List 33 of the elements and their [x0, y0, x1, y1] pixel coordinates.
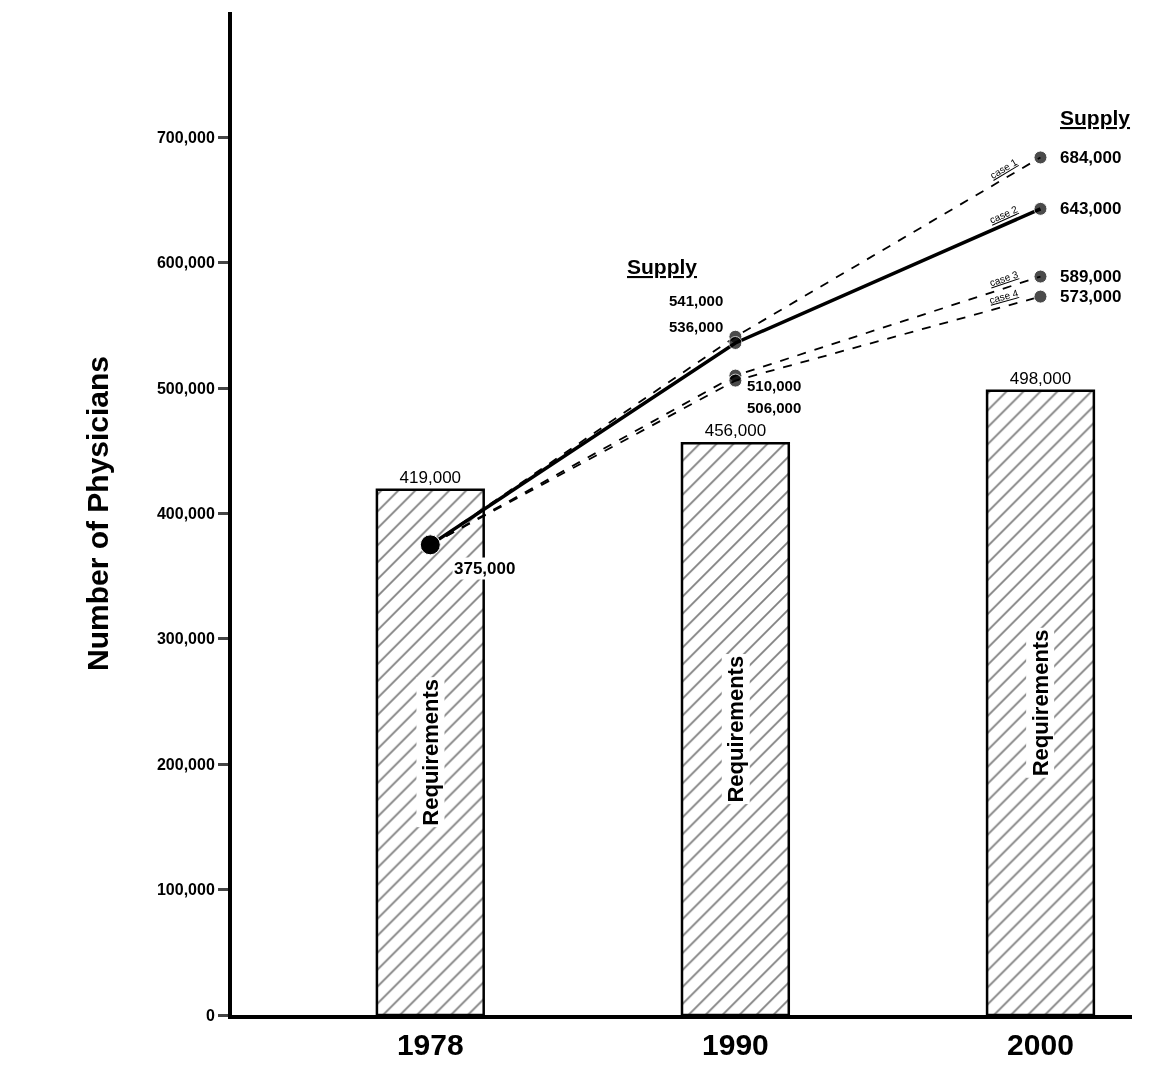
- text: case 4: [988, 287, 1020, 306]
- x-tick-label: 1990: [702, 1028, 769, 1061]
- annotation: Supply: [1060, 106, 1131, 129]
- data-label: 456,000: [704, 421, 767, 441]
- data-label: 684,000: [1060, 148, 1122, 167]
- x-tick-label: 1978: [396, 1028, 464, 1061]
- series-label: Requirements: [723, 655, 749, 803]
- annotation: Supply: [627, 255, 698, 278]
- y-tick-label: 300,000: [156, 630, 215, 648]
- data-label: 498,000: [1009, 368, 1072, 388]
- data-label: 375,000: [454, 559, 516, 578]
- text: Requirements: [1027, 629, 1053, 777]
- y-tick-label: 600,000: [156, 254, 215, 272]
- data-label: 506,000: [747, 399, 802, 416]
- y-tick-label: 0: [205, 1006, 215, 1024]
- text: case 1: [988, 156, 1020, 181]
- y-tick-label: 100,000: [156, 881, 215, 899]
- data-label: 573,000: [1060, 287, 1122, 306]
- data-label: 419,000: [399, 467, 462, 487]
- y-tick-label: 400,000: [156, 505, 215, 523]
- y-tick-label: 200,000: [156, 755, 215, 773]
- x-tick-label: 2000: [1007, 1028, 1074, 1061]
- text: case 2: [987, 203, 1020, 226]
- data-label: 541,000: [669, 292, 724, 309]
- y-tick-label: 700,000: [156, 128, 215, 146]
- text: Requirements: [417, 678, 443, 826]
- data-label: 510,000: [747, 377, 802, 394]
- y-tick-label: 500,000: [156, 379, 215, 397]
- data-label: 589,000: [1060, 267, 1122, 286]
- data-label: 536,000: [669, 318, 724, 335]
- y-axis-title: Number of Physicians: [81, 355, 115, 672]
- text: case 3: [988, 268, 1020, 289]
- data-label: 643,000: [1060, 199, 1122, 218]
